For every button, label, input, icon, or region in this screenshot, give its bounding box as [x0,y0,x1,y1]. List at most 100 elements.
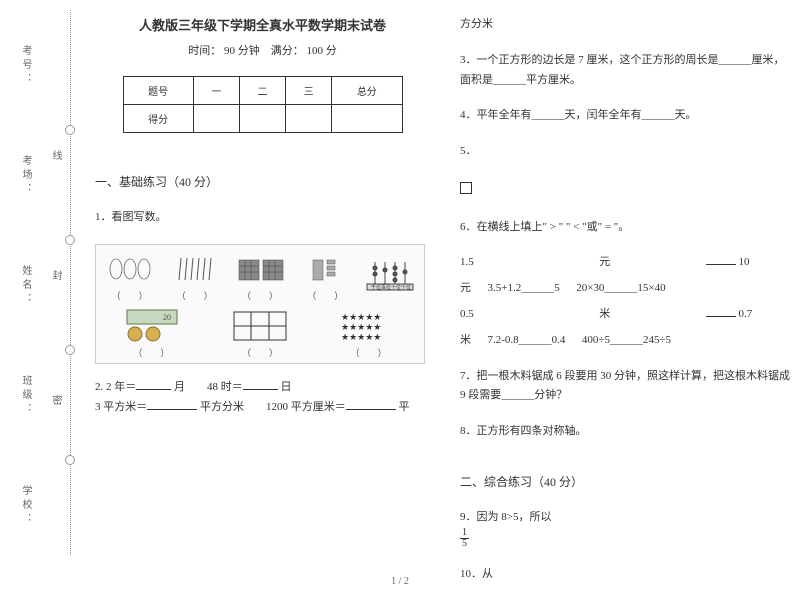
blank [706,253,736,265]
td [239,105,285,133]
question-1: 1．看图写数。 [95,208,430,228]
q2-text: 3 平方米＝ [95,401,147,413]
blank [706,305,736,317]
q2-text: 日 [281,381,292,393]
figure-money: 20 （ ） [100,306,203,359]
svg-text:千位百位十位个位: 千位百位十位个位 [371,284,411,291]
q6-row: 1.5 元 10 [460,253,795,273]
question-3: 3．一个正方形的边长是 7 厘米，这个正方形的周长是______厘米，面积是__… [460,51,795,91]
figure-area: （ ） （ ） （ ） （ ） 千位百位十位个位 [95,244,425,364]
question-4: 4．平年全年有______天，闰年全年有______天。 [460,106,795,126]
table-row: 题号 一 二 三 总分 [123,77,402,105]
q2-text: 月 [174,381,185,393]
q5-label: 5． [460,145,477,157]
col2-continuation: 方分米 [460,15,795,35]
q6-expr: 400÷5______245÷5 [582,334,671,346]
td [193,105,239,133]
q6-row: 0.5 米 0.7 [460,305,795,325]
column-right: 方分米 3．一个正方形的边长是 7 厘米，这个正方形的周长是______厘米，面… [460,15,795,560]
q2-text: 平方分米 [200,401,244,413]
svg-text:★★★★★: ★★★★★ [341,312,381,322]
checkbox-icon [460,182,472,194]
q6-unit: 米 [599,308,610,320]
label-name: 姓名： [18,265,33,307]
section-1-heading: 一、基础练习（40 分） [95,173,430,190]
q2-num: 2. [95,381,103,393]
th: 三 [286,77,332,105]
question-6: 6．在横线上填上" > " " < "或" = "。 [460,218,795,238]
q6-label: 6．在横线上填上" > " " < "或" = "。 [460,221,629,233]
figure-cubes: （ ） [230,249,289,302]
q6-row: 米 7.2-0.8______0.4 400÷5______245÷5 [460,331,795,351]
q2-text: 平 [399,401,410,413]
punch-hole [65,235,75,245]
q6-unit: 米 [460,334,471,346]
svg-text:★★★★★: ★★★★★ [341,332,381,342]
blank [147,398,197,410]
q2-text: 2 年＝ [106,381,136,393]
figure-blocks: （ ） [296,249,355,302]
binding-margin: 考号： 考场： 姓名： 班级： 学校： 线 封 密 [0,0,85,560]
q6-val: 0.5 [460,308,474,320]
th: 一 [193,77,239,105]
punch-hole [65,455,75,465]
figure-grid: （ ） [209,306,312,359]
question-7: 7．把一根木料锯成 6 段要用 30 分钟，照这样计算，把这根木料锯成 9 段需… [460,367,795,407]
th: 题号 [123,77,193,105]
page-content: 人教版三年级下学期全真水平数学期末试卷 时间： 90 分钟 满分： 100 分 … [95,15,795,560]
q6-unit: 元 [460,282,471,294]
question-8: 8．正方形有四条对称轴。 [460,422,795,442]
td [286,105,332,133]
label-class: 班级： [18,375,33,417]
q2-text: 1200 平方厘米＝ [266,401,346,413]
score-table: 题号 一 二 三 总分 得分 [123,76,403,133]
q6-val: 0.7 [739,308,753,320]
page-number: 1 / 2 [391,576,409,587]
fullscore-label: 满分： [271,45,304,57]
q6-val: 10 [739,256,750,268]
punch-hole [65,345,75,355]
seal-label: 线 [48,150,63,168]
q6-row: 元 3.5+1.2______5 20×30______15×40 [460,279,795,299]
figure-stars: ★★★★★★★★★★★★★★★ （ ） [317,306,420,359]
time-value: 90 分钟 [224,45,260,57]
fraction: 15 [460,528,469,549]
blank [243,378,278,390]
q6-expr: 3.5+1.2______5 [488,282,560,294]
figure-abacus: 千位百位十位个位 [361,249,420,302]
exam-subtitle: 时间： 90 分钟 满分： 100 分 [95,42,430,58]
question-2: 2. 2 年＝ 月 48 时＝ 日 3 平方米＝ 平方分米 1200 平方厘米＝… [95,378,430,418]
figure-row: （ ） （ ） （ ） （ ） 千位百位十位个位 [100,249,420,302]
q6-expr: 20×30______15×40 [576,282,665,294]
seal-label: 密 [48,395,63,413]
exam-title: 人教版三年级下学期全真水平数学期末试卷 [95,15,430,34]
svg-text:20: 20 [163,313,171,322]
figure-row: 20 （ ） （ ） ★★★★★★★★★★★★★★★ （ ） [100,306,420,359]
blank [136,378,171,390]
question-5: 5． [460,142,795,201]
table-row: 得分 [123,105,402,133]
q9-label: 9．因为 8>5，所以 [460,511,551,523]
q6-val: 1.5 [460,256,474,268]
th: 总分 [332,77,402,105]
label-school: 学校： [18,485,33,527]
label-examid: 考号： [18,45,33,87]
fullscore-value: 100 分 [307,45,337,57]
punch-hole [65,125,75,135]
blank [346,398,396,410]
question-9: 9．因为 8>5，所以 15 [460,508,795,549]
q6-unit: 元 [599,256,610,268]
q2-text: 48 时＝ [207,381,243,393]
svg-text:★★★★★: ★★★★★ [341,322,381,332]
section-2-heading: 二、综合练习（40 分） [460,473,795,490]
figure-sticks: （ ） [165,249,224,302]
cut-line [70,10,71,555]
column-left: 人教版三年级下学期全真水平数学期末试卷 时间： 90 分钟 满分： 100 分 … [95,15,430,560]
label-room: 考场： [18,155,33,197]
figure-counting-hands: （ ） [100,249,159,302]
th: 二 [239,77,285,105]
time-label: 时间： [188,45,221,57]
q6-expr: 7.2-0.8______0.4 [488,334,566,346]
question-10: 10．从 [460,565,795,585]
td [332,105,402,133]
